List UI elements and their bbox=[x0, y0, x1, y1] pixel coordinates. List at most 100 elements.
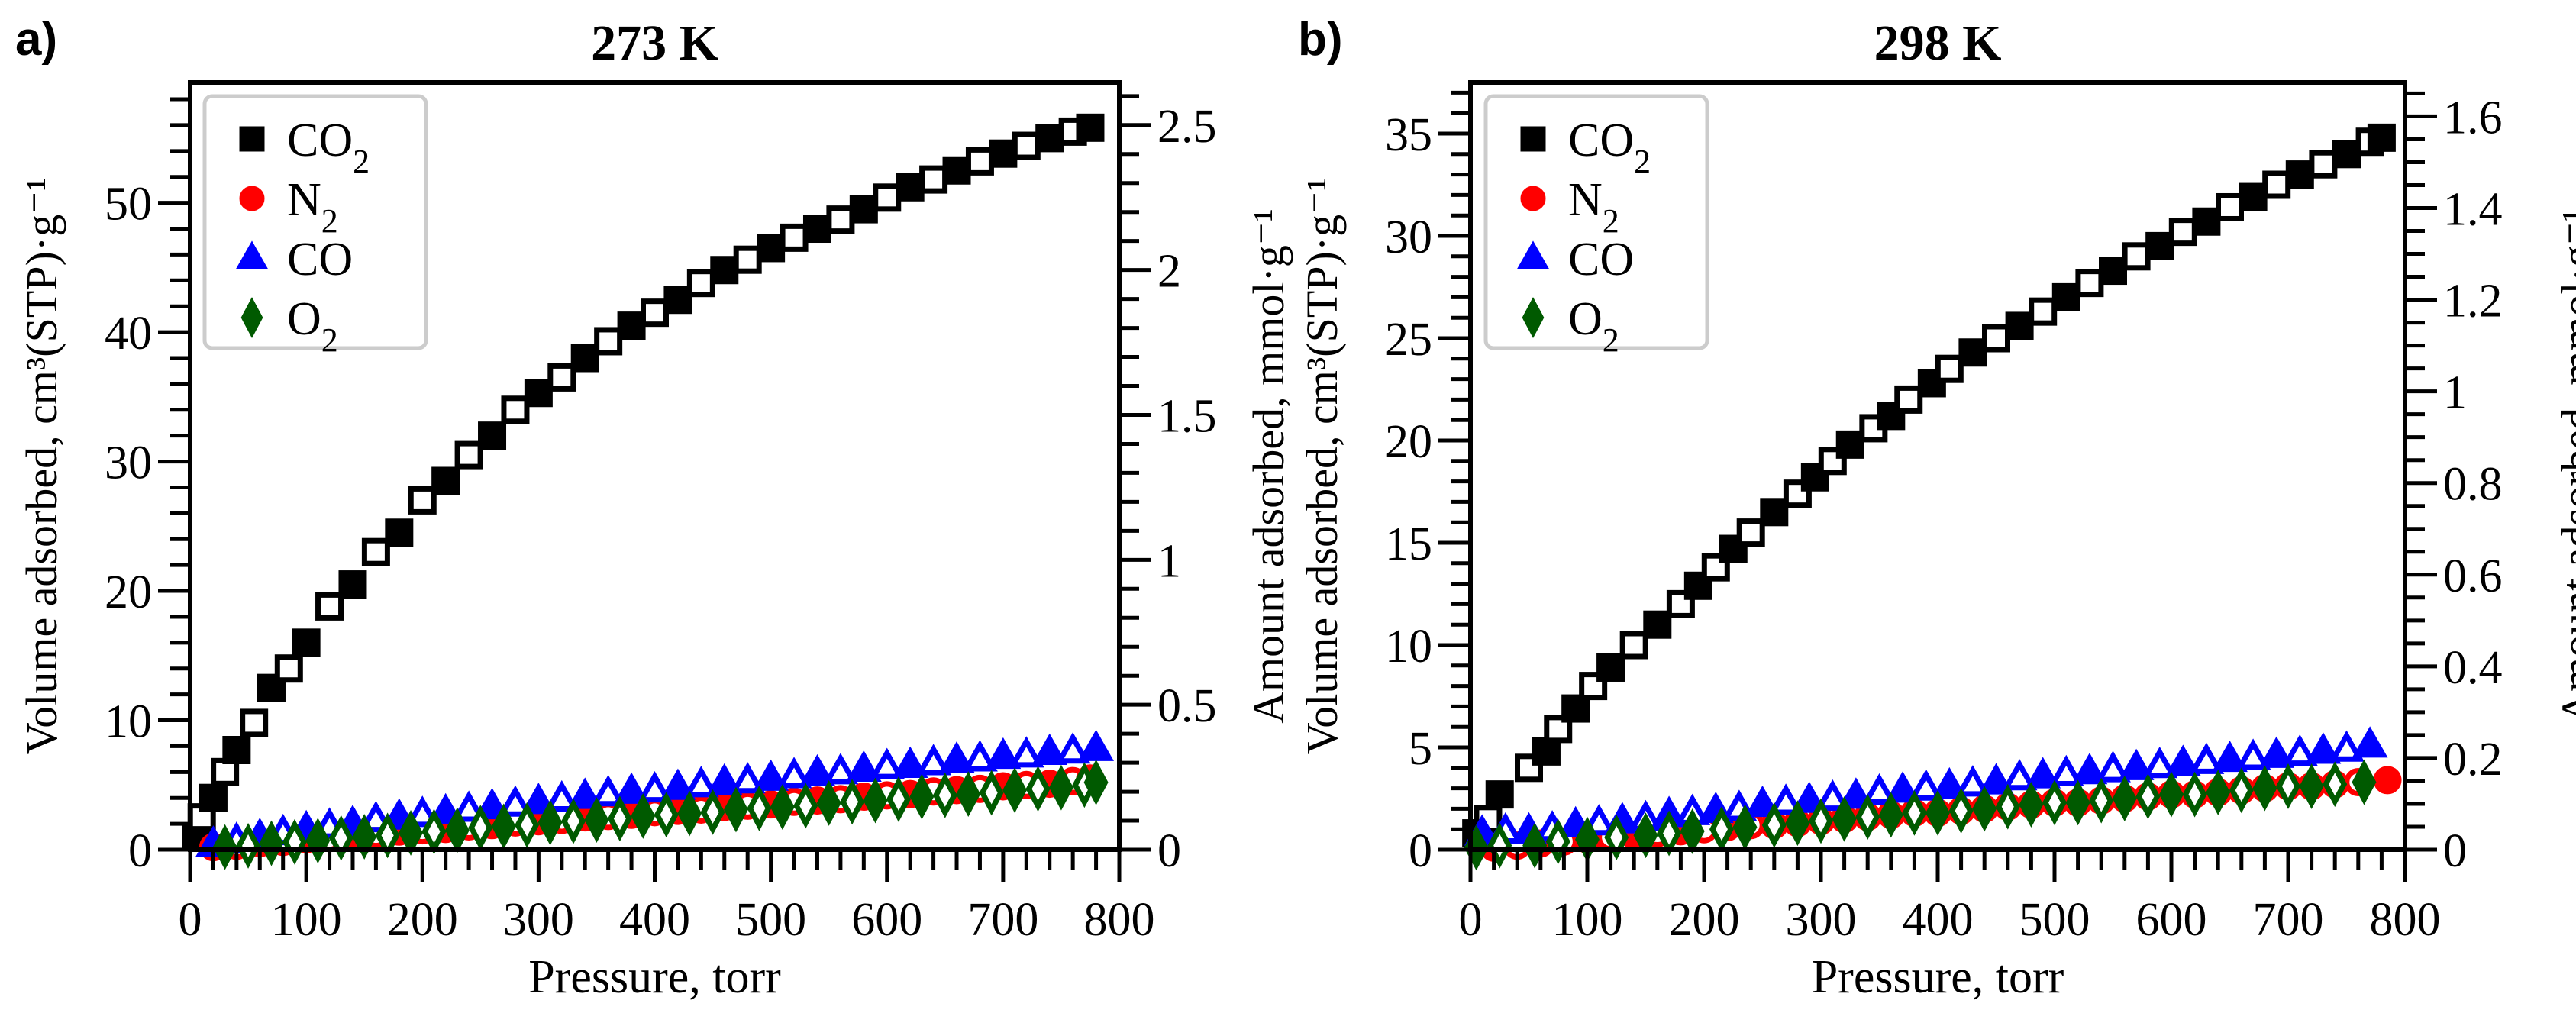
data-point-co2 bbox=[1532, 737, 1561, 766]
legend-label-subscript: 2 bbox=[321, 202, 338, 240]
data-point-co2 bbox=[663, 286, 692, 315]
data-point-co2 bbox=[431, 466, 460, 495]
y-tick-label: 10 bbox=[105, 696, 152, 748]
y-tick-label: 5 bbox=[1409, 723, 1432, 775]
data-point-co bbox=[2095, 750, 2131, 783]
data-point-o2 bbox=[979, 770, 1004, 816]
data-point-co bbox=[2212, 740, 2248, 773]
legend-label: CO2 bbox=[1568, 115, 1651, 180]
data-point-co bbox=[2164, 744, 2201, 776]
chart-panel-b: b) 298 K0 100 200 300 400 500 600 700 80005101520… bbox=[1297, 13, 2576, 1003]
data-point-o2 bbox=[770, 784, 795, 831]
legend-label-text: N bbox=[1568, 174, 1603, 226]
x-tick-label: 700 bbox=[2253, 894, 2324, 946]
data-point-o2 bbox=[2159, 771, 2184, 818]
data-point-co2 bbox=[2029, 297, 2058, 326]
y-right-tick-label: 1.4 bbox=[2443, 183, 2503, 235]
legend-label-text: O bbox=[1568, 293, 1603, 345]
data-point-o2 bbox=[677, 790, 702, 837]
data-point-co2 bbox=[1958, 338, 1987, 367]
y-tick-label: 25 bbox=[1385, 314, 1432, 366]
legend-label-text: CO bbox=[287, 115, 353, 166]
data-point-co bbox=[1031, 733, 1068, 765]
data-point-o2 bbox=[561, 798, 586, 844]
legend-label: N2 bbox=[287, 174, 338, 240]
data-point-co2 bbox=[454, 440, 483, 470]
data-point-co bbox=[450, 790, 487, 822]
data-point-co2 bbox=[408, 486, 437, 515]
y-tick-label: 30 bbox=[1385, 211, 1432, 263]
x-axis-label: Pressure, torr bbox=[1812, 951, 2064, 1003]
y-right-tick-label: 0.8 bbox=[2443, 459, 2503, 511]
x-tick-label: 300 bbox=[503, 894, 574, 946]
data-point-o2 bbox=[1785, 800, 1810, 847]
data-point-n2 bbox=[2373, 766, 2402, 795]
data-point-co bbox=[1791, 781, 1828, 813]
data-point-co2 bbox=[2051, 282, 2080, 311]
data-point-co bbox=[2281, 734, 2318, 766]
data-point-o2 bbox=[1972, 786, 1997, 832]
data-point-co2 bbox=[385, 518, 414, 547]
data-point-o2 bbox=[700, 789, 725, 835]
data-point-co2 bbox=[292, 628, 321, 657]
y-tick-label: 10 bbox=[1385, 621, 1432, 673]
data-point-co bbox=[799, 753, 835, 786]
legend-circle-icon bbox=[1520, 186, 1546, 211]
data-point-co bbox=[1838, 777, 1874, 809]
data-point-co2 bbox=[2005, 311, 2034, 340]
data-point-co bbox=[613, 772, 650, 804]
y-right-tick-label: 1 bbox=[2443, 367, 2467, 419]
data-point-co bbox=[1955, 765, 1991, 797]
data-point-co2 bbox=[594, 327, 623, 356]
x-tick-label: 300 bbox=[1786, 894, 1857, 946]
data-point-o2 bbox=[236, 822, 261, 869]
data-point-co2 bbox=[1643, 610, 1672, 639]
data-point-co2 bbox=[989, 139, 1018, 168]
x-axis-label: Pressure, torr bbox=[528, 951, 781, 1003]
data-point-o2 bbox=[2019, 782, 2044, 828]
data-point-co2 bbox=[1035, 124, 1064, 153]
data-point-o2 bbox=[2042, 779, 2067, 826]
y-right-tick-label: 0.5 bbox=[1157, 680, 1217, 732]
y-tick-label: 20 bbox=[1385, 416, 1432, 468]
x-tick-label: 0 bbox=[179, 894, 202, 946]
legend-label: CO2 bbox=[287, 115, 370, 180]
data-point-co bbox=[1078, 729, 1114, 761]
data-point-co bbox=[660, 768, 696, 800]
data-point-co2 bbox=[1818, 447, 1847, 476]
data-point-co2 bbox=[1666, 589, 1695, 618]
data-point-co2 bbox=[361, 537, 390, 566]
data-point-co2 bbox=[1760, 498, 1789, 527]
data-point-co bbox=[2258, 736, 2295, 768]
data-point-co2 bbox=[1894, 385, 1923, 414]
data-point-co2 bbox=[1076, 113, 1105, 142]
data-point-o2 bbox=[515, 802, 540, 848]
data-point-co bbox=[1767, 783, 1804, 815]
data-point-co2 bbox=[1012, 131, 1041, 160]
data-point-co bbox=[892, 746, 928, 778]
y-right-tick-label: 1 bbox=[1157, 535, 1181, 587]
legend-triangle-icon bbox=[235, 240, 269, 269]
data-point-o2 bbox=[1855, 794, 1880, 841]
chart-title: 273 K bbox=[591, 15, 718, 71]
data-point-co bbox=[2048, 754, 2084, 786]
legend-box bbox=[1483, 94, 1709, 350]
data-point-co2 bbox=[338, 570, 367, 599]
data-point-o2 bbox=[584, 797, 609, 843]
data-point-co bbox=[2025, 757, 2061, 789]
data-point-o2 bbox=[1948, 788, 1974, 834]
series-o2 bbox=[1464, 759, 2377, 871]
y-right-tick-label: 0 bbox=[2443, 825, 2467, 877]
data-point-co bbox=[497, 785, 534, 817]
legend-label: CO bbox=[287, 234, 353, 286]
data-point-co bbox=[474, 787, 510, 820]
data-point-co2 bbox=[1561, 694, 1590, 723]
y-tick-label: 20 bbox=[105, 566, 152, 618]
y-axis-label: Volume adsorbed, cm³(STP)·g⁻¹ bbox=[17, 178, 66, 754]
data-point-o2 bbox=[352, 814, 377, 860]
data-point-o2 bbox=[2229, 767, 2254, 814]
legend-label: N2 bbox=[1568, 174, 1619, 240]
data-point-co bbox=[706, 763, 743, 795]
data-point-co bbox=[2188, 742, 2225, 774]
data-point-o2 bbox=[1832, 795, 1857, 842]
